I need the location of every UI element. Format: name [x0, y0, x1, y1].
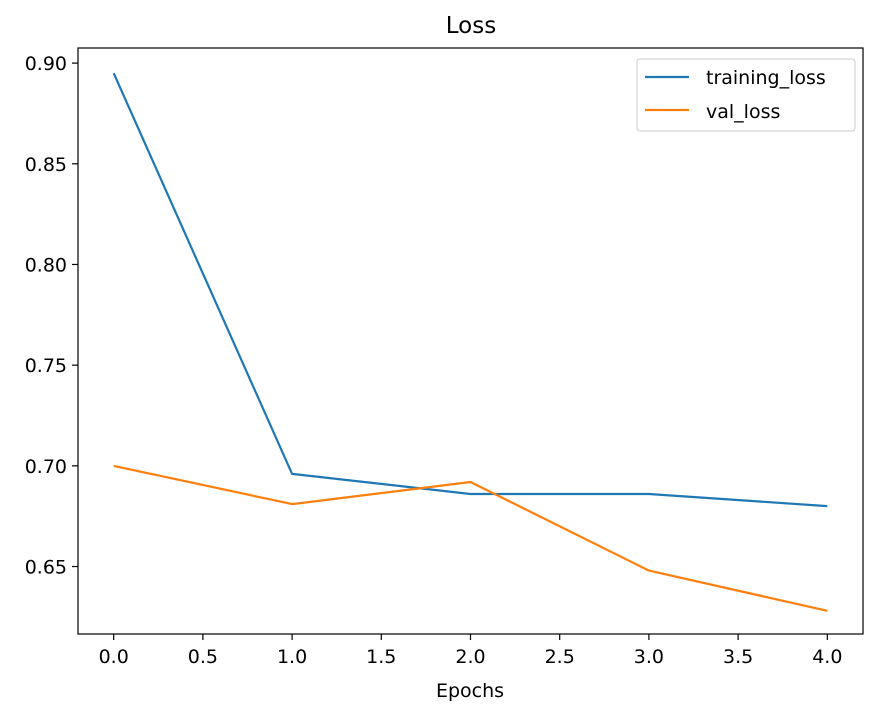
plot-frame [77, 47, 864, 635]
x-axis-ticks: 0.0 0.5 1.0 1.5 2.0 2.5 3.0 3.5 4.0 [99, 634, 842, 668]
x-tick-label: 0.5 [188, 646, 218, 668]
x-tick-label: 0.0 [99, 646, 129, 668]
legend: training_loss val_loss [636, 58, 856, 132]
y-tick-label: 0.80 [25, 254, 67, 276]
x-tick-label: 1.5 [366, 646, 396, 668]
x-tick-label: 1.0 [277, 646, 307, 668]
y-tick-label: 0.90 [25, 53, 67, 75]
legend-box [636, 58, 856, 132]
lines-layer [112, 72, 828, 612]
series-line-val-loss [113, 464, 828, 612]
x-tick-label: 4.0 [812, 646, 842, 668]
chart-title: Loss [446, 13, 496, 39]
x-tick-label: 3.0 [634, 646, 664, 668]
y-axis-ticks: 0.65 0.70 0.75 0.80 0.85 0.90 [25, 53, 78, 579]
legend-label-training-loss: training_loss [706, 67, 826, 89]
x-tick-label: 2.0 [455, 646, 485, 668]
x-tick-label: 3.5 [723, 646, 753, 668]
x-axis-label: Epochs [436, 680, 504, 702]
y-tick-label: 0.75 [25, 355, 67, 377]
x-tick-label: 2.5 [545, 646, 575, 668]
y-tick-label: 0.85 [25, 154, 67, 176]
series-line-training-loss [112, 72, 828, 508]
y-tick-label: 0.65 [25, 557, 67, 579]
legend-label-val-loss: val_loss [706, 101, 780, 123]
y-tick-label: 0.70 [25, 456, 67, 478]
